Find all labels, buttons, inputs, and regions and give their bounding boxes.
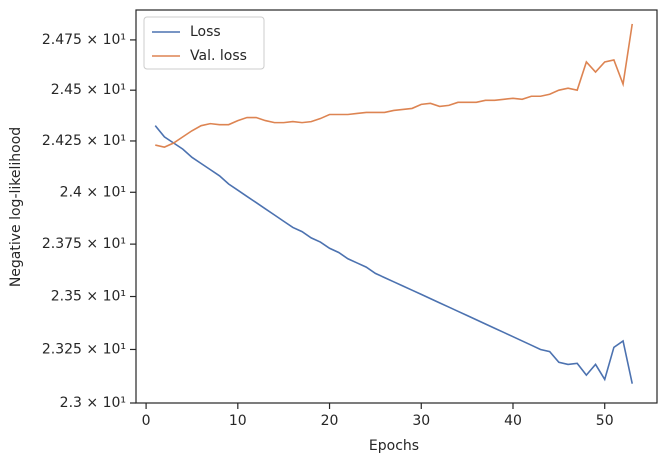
legend-label: Val. loss [190,48,247,64]
y-tick-label: 2.425 × 10¹ [42,133,126,149]
y-tick-label: 2.4 × 10¹ [60,184,126,200]
y-tick-label: 2.45 × 10¹ [51,82,126,98]
x-tick-label: 50 [596,413,614,429]
legend-label: Loss [190,24,221,40]
line [155,23,634,148]
x-axis-label: Epochs [369,438,419,454]
y-axis-label: Negative log-likelihood [8,127,24,287]
x-tick-label: 20 [321,413,339,429]
line [154,125,634,384]
y-tick-label: 2.3 × 10¹ [60,395,126,411]
x-tick-label: 40 [504,413,522,429]
x-tick-label: 10 [229,413,247,429]
x-tick-label: 30 [412,413,430,429]
y-tick-label: 2.325 × 10¹ [42,341,126,357]
y-tick-label: 2.35 × 10¹ [51,289,126,305]
y-tick-label: 2.375 × 10¹ [42,236,126,252]
plot-frame [135,9,658,404]
x-tick-label: 0 [142,413,151,429]
y-tick-label: 2.475 × 10¹ [42,32,126,48]
